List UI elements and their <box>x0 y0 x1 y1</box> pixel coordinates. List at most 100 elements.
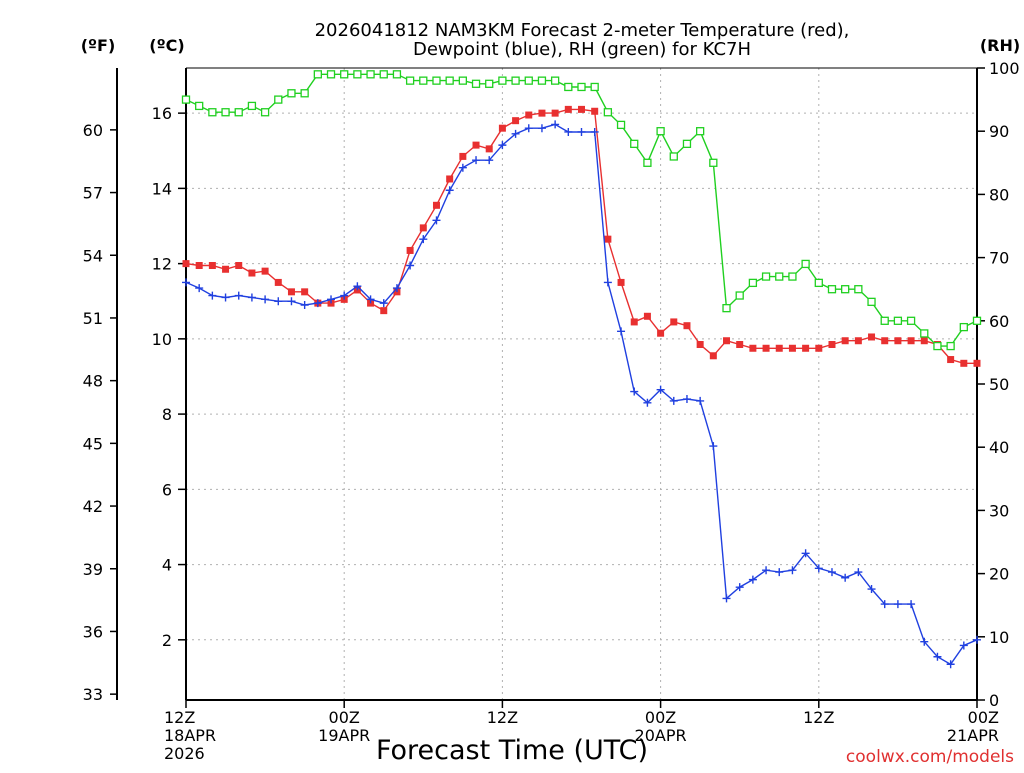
dewpoint-point <box>748 575 757 584</box>
rh-point <box>748 278 758 288</box>
celsius-tick-label: 16 <box>152 104 172 123</box>
temperature-point <box>578 105 585 113</box>
rh-point <box>471 79 481 88</box>
rh-point <box>682 139 692 148</box>
rh-tick-label: 100 <box>989 59 1020 78</box>
dewpoint-point <box>946 660 955 669</box>
dewpoint-point <box>406 261 415 270</box>
dewpoint-point <box>234 291 243 300</box>
rh-point <box>880 316 889 325</box>
rh-point <box>893 316 903 325</box>
temperature-point <box>841 337 849 345</box>
dewpoint-point <box>551 120 560 129</box>
dewpoint-point <box>577 127 586 136</box>
rh-point <box>326 70 336 79</box>
dewpoint-point <box>485 156 494 165</box>
dewpoint-point <box>247 293 256 302</box>
rh-tick-label: 40 <box>989 438 1009 457</box>
rh-point <box>550 76 560 85</box>
rh-unit-label: (RH) <box>980 36 1020 55</box>
dewpoint-point <box>313 299 322 308</box>
temperature-point <box>762 344 770 352</box>
temperature-point <box>696 341 704 348</box>
rh-tick-label: 50 <box>989 375 1009 394</box>
dewpoint-point <box>472 156 481 165</box>
series-rh <box>181 70 982 351</box>
fahrenheit-tick-label: 48 <box>83 372 103 391</box>
fahrenheit-tick-label: 54 <box>83 246 103 265</box>
temperature-point <box>736 341 744 348</box>
rh-point <box>432 76 441 85</box>
dewpoint-point <box>274 297 283 306</box>
temperature-point <box>973 359 981 367</box>
dewpoint-point <box>287 297 296 306</box>
dewpoint-point <box>392 284 401 293</box>
dewpoint-point <box>458 163 467 172</box>
temperature-point <box>894 337 902 345</box>
rh-point <box>458 76 468 85</box>
dewpoint-point <box>814 564 823 573</box>
rh-point <box>195 101 204 111</box>
celsius-unit-label: (ºC) <box>149 36 184 55</box>
temperature-point <box>881 337 889 345</box>
rh-point <box>419 76 428 85</box>
temperature-point <box>301 288 309 296</box>
rh-point <box>616 120 626 130</box>
fahrenheit-tick-label: 39 <box>83 560 103 579</box>
dewpoint-point <box>340 291 349 300</box>
temperature-point <box>868 333 876 341</box>
temperature-point <box>643 312 651 320</box>
temperature-point <box>828 341 836 348</box>
dewpoint-point <box>419 235 428 244</box>
dewpoint-point <box>867 585 876 594</box>
chart-title-line-2: Dewpoint (blue), RH (green) for KC7H <box>413 39 751 60</box>
rh-point <box>788 272 797 281</box>
dewpoint-point <box>498 141 507 150</box>
temperature-point <box>498 124 506 132</box>
x-tick-label: 00Z <box>329 708 360 727</box>
dewpoint-point <box>261 295 270 304</box>
temperature-point <box>723 337 731 345</box>
temperature-point <box>485 145 493 153</box>
temperature-point <box>709 352 717 360</box>
dewpoint-point <box>445 186 454 195</box>
x-tick-label: 00Z <box>645 708 676 727</box>
temperature-point <box>222 265 230 273</box>
rh-point <box>669 152 678 161</box>
rh-point <box>775 272 784 281</box>
dewpoint-point <box>722 594 731 603</box>
rh-point <box>247 101 257 111</box>
rh-point <box>498 76 507 85</box>
fahrenheit-tick-label: 60 <box>83 121 103 140</box>
rh-point <box>405 76 415 85</box>
temperature-point <box>907 337 915 345</box>
celsius-tick-label: 14 <box>152 179 172 198</box>
temperature-point <box>788 344 796 352</box>
rh-point <box>827 285 837 294</box>
dewpoint-point <box>379 299 388 308</box>
dewpoint-point <box>603 278 612 287</box>
dewpoint-point <box>827 568 836 577</box>
dewpoint-point <box>682 395 691 404</box>
temperature-point <box>815 344 823 352</box>
dewpoint-point <box>564 127 573 136</box>
dewpoint-point <box>669 396 678 405</box>
temperature-point <box>617 278 625 286</box>
dewpoint-point <box>907 600 916 609</box>
rh-point <box>603 108 613 117</box>
dewpoint-point <box>656 385 665 394</box>
rh-point <box>854 285 863 294</box>
rh-point <box>208 108 217 117</box>
rh-point <box>814 278 823 288</box>
dewpoint-point <box>617 327 626 336</box>
temperature-point <box>419 224 427 232</box>
series-dewpoint <box>182 120 981 669</box>
dewpoint-point <box>735 583 744 592</box>
temperature-point <box>406 246 414 254</box>
temperature-point <box>459 152 467 160</box>
temperature-point <box>538 109 546 117</box>
temperature-point <box>775 344 783 352</box>
dewpoint-point <box>762 566 771 575</box>
